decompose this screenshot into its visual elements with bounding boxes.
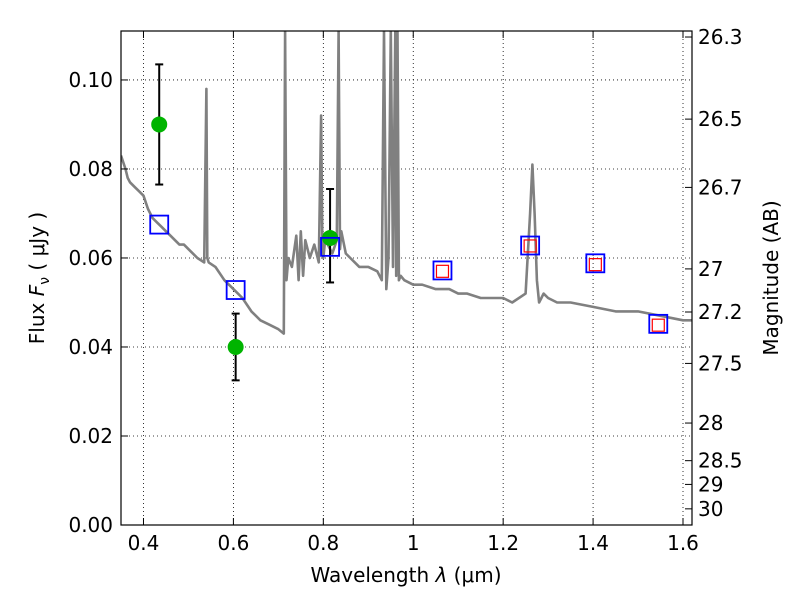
y2-tick-label: 29 xyxy=(698,472,723,496)
photometry-point xyxy=(151,116,168,133)
x-tick-label: 0.4 xyxy=(128,531,160,555)
photometry-point xyxy=(227,338,244,355)
red-model-square xyxy=(435,264,450,278)
ticks xyxy=(121,31,692,526)
model-spectrum-line xyxy=(121,31,692,335)
blue-model-square xyxy=(225,280,246,300)
red-model-square xyxy=(588,258,602,272)
y2-tick-label: 28.5 xyxy=(698,449,743,473)
plot-frame xyxy=(120,30,693,526)
y2-tick-label: 30 xyxy=(698,497,723,521)
y2-tick-label: 27.5 xyxy=(698,351,743,375)
y-tick-label: 0.10 xyxy=(68,68,113,92)
x-tick-label: 1.2 xyxy=(487,531,519,555)
x-tick-label: 0.8 xyxy=(307,531,339,555)
x-tick-label: 1.4 xyxy=(577,531,609,555)
y-tick-label: 0.00 xyxy=(68,513,113,537)
plot-background xyxy=(121,31,692,525)
x-tick-label: 1.6 xyxy=(667,531,699,555)
blue-model-square xyxy=(432,260,453,281)
y-tick-label: 0.04 xyxy=(68,335,113,359)
y2-tick-label: 27.2 xyxy=(698,300,743,324)
x-tick-label: 0.6 xyxy=(217,531,249,555)
y2-tick-label: 26.5 xyxy=(698,107,743,131)
y-tick-label: 0.06 xyxy=(68,246,113,270)
blue-model-square xyxy=(320,236,340,257)
x-axis-label: Wavelength λ (μm) xyxy=(310,563,501,587)
blue-model-square xyxy=(149,214,170,235)
blue-model-square xyxy=(648,313,669,334)
y2-axis-label: Magnitude (AB) xyxy=(759,200,783,355)
y2-tick-label: 26.3 xyxy=(698,25,743,49)
y2-tick-label: 28 xyxy=(698,411,723,435)
data-layer xyxy=(121,31,692,382)
y2-tick-label: 26.7 xyxy=(698,175,743,199)
y-axis-label: Flux Fν ( μJy ) xyxy=(25,212,53,344)
x-tick-label: 1 xyxy=(407,531,420,555)
y-tick-label: 0.08 xyxy=(68,157,113,181)
blue-model-square xyxy=(585,253,606,274)
y-tick-label: 0.02 xyxy=(68,424,113,448)
red-model-square xyxy=(523,239,537,253)
tick-labels: 0.4 0.6 0.8 1 1.2 1.4 1.6 0.00 0.02 0.04 0.06 0.08 0… xyxy=(68,25,742,555)
red-model-square xyxy=(651,318,665,332)
y2-tick-label: 27 xyxy=(698,257,723,281)
blue-model-square xyxy=(520,235,541,256)
